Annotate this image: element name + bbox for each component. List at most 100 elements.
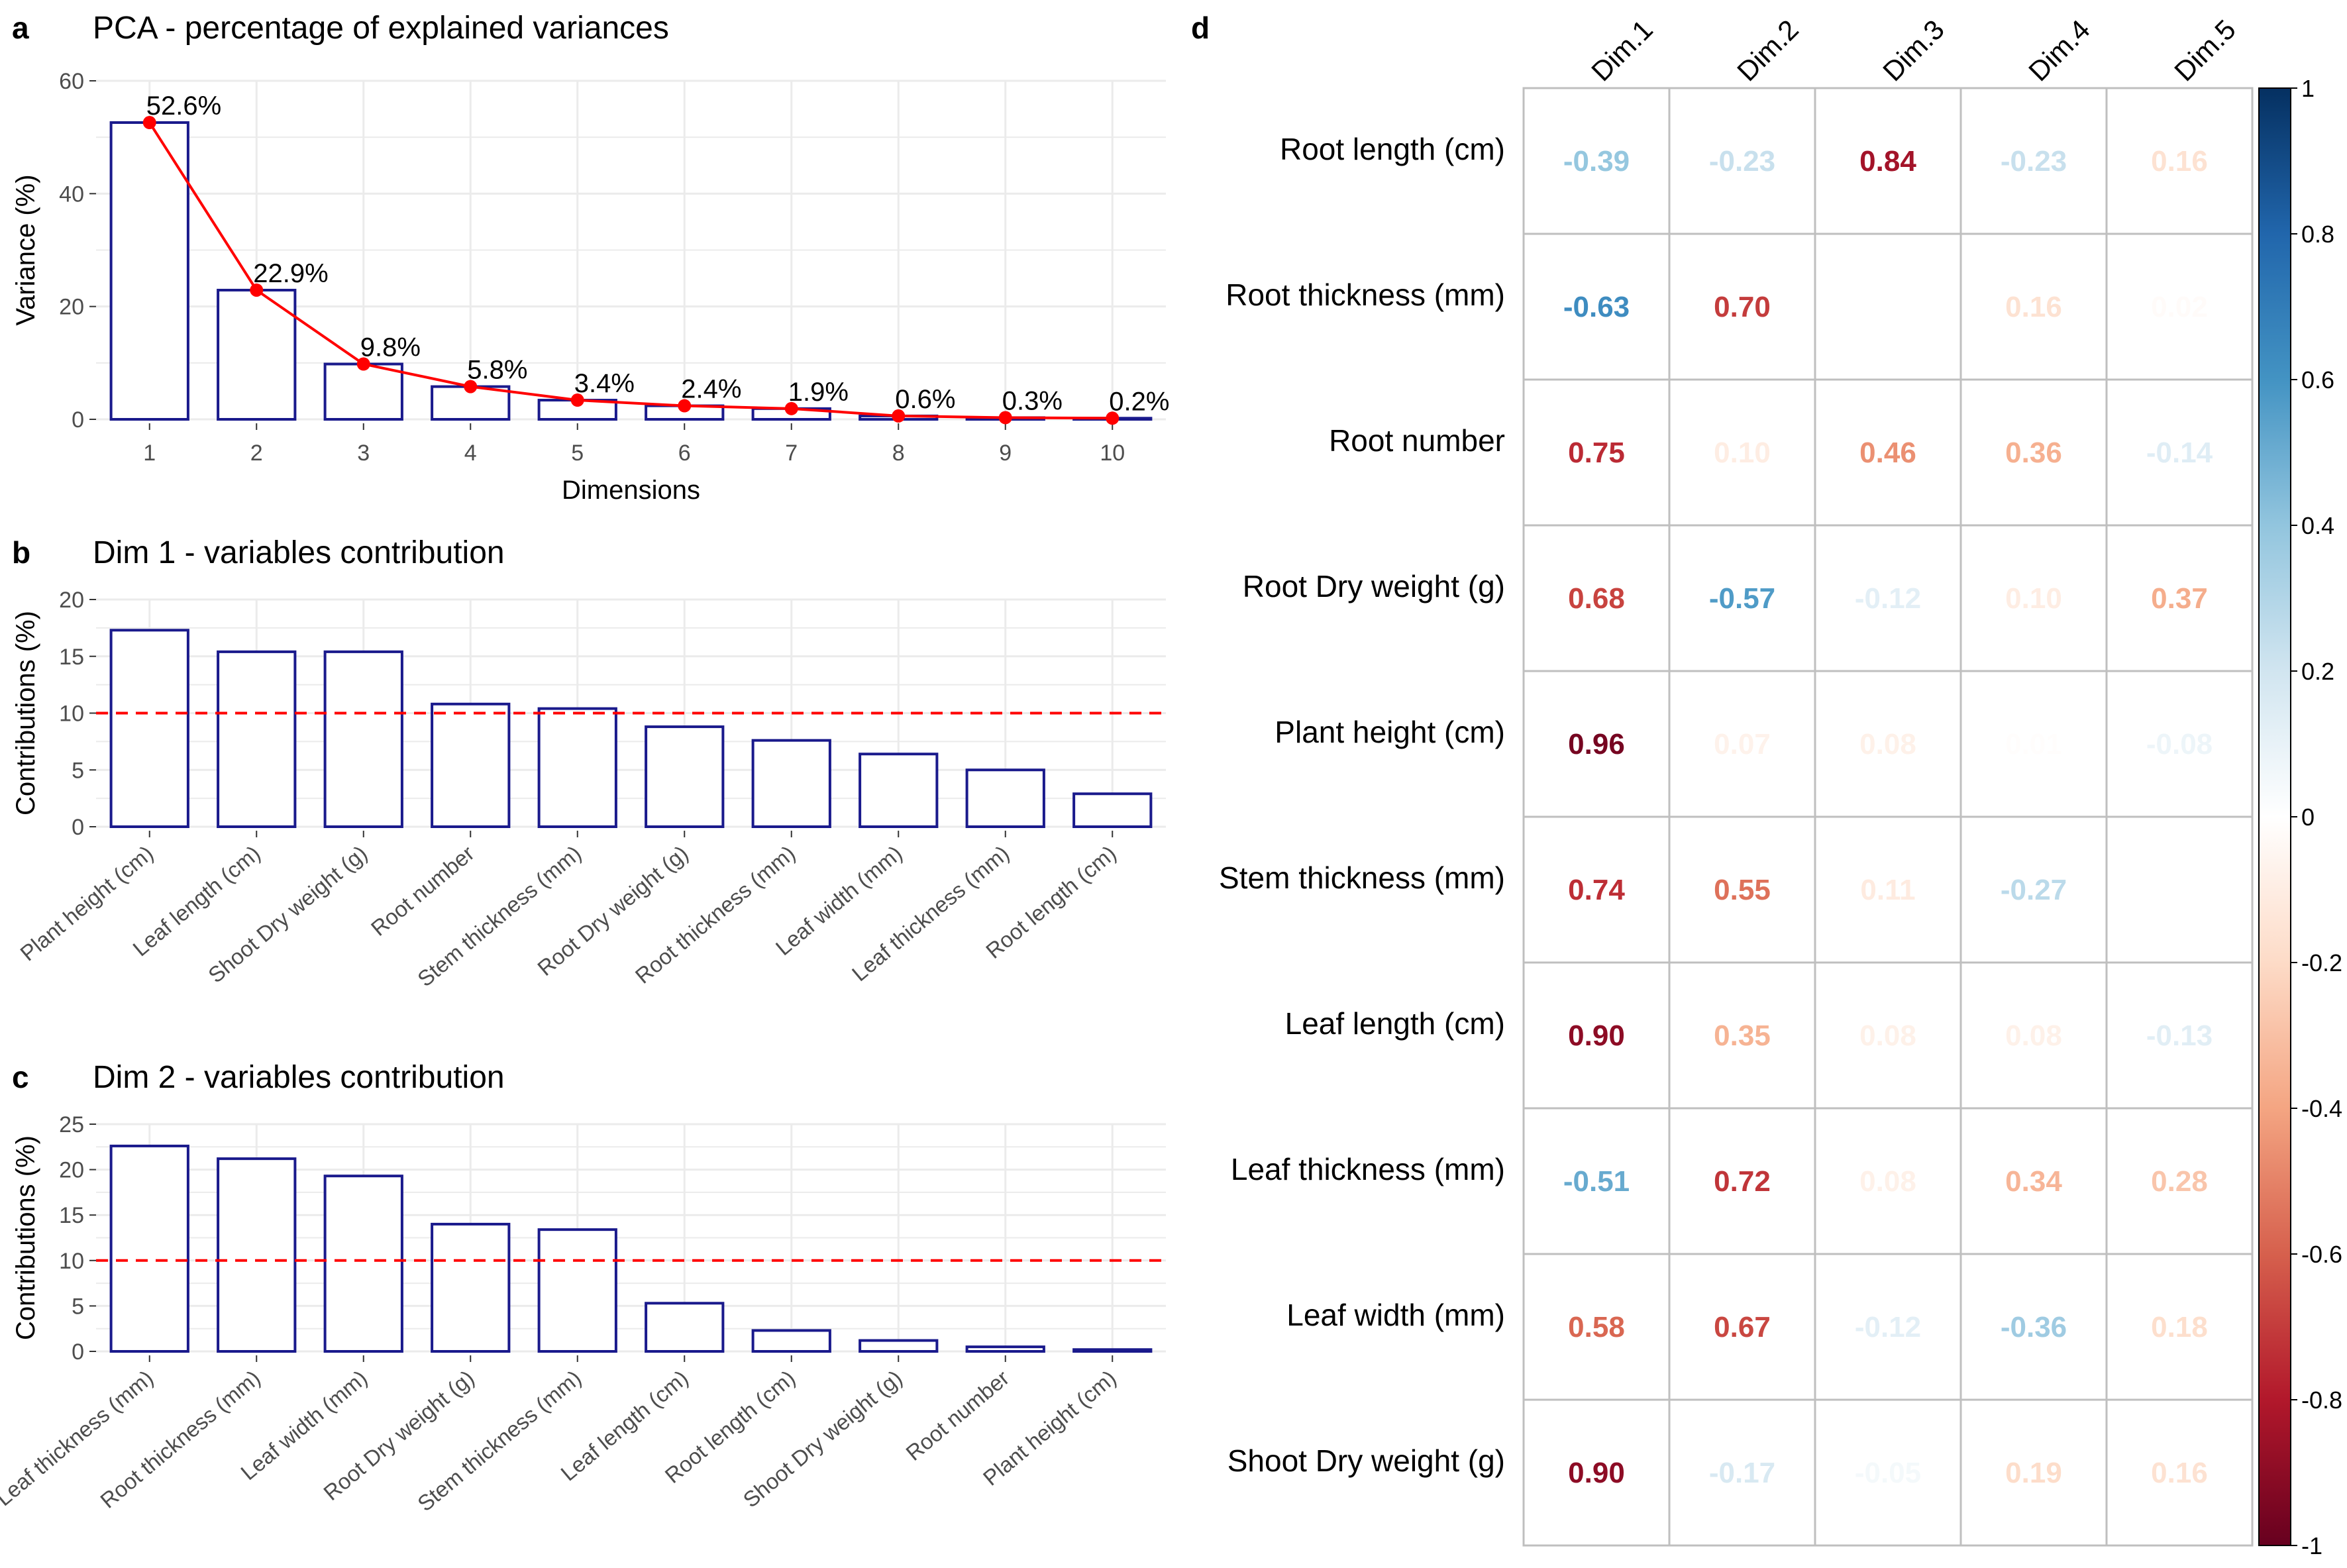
correlation-value: -0.13: [2146, 1019, 2213, 1052]
data-label: 3.4%: [574, 369, 635, 398]
matrix-row-label: Leaf width (mm): [1286, 1298, 1505, 1332]
matrix-row-label: Root number: [1329, 423, 1505, 458]
correlation-value: 0.08: [1859, 1019, 1916, 1052]
x-tick-label: 10: [1100, 441, 1125, 466]
correlation-value: 0.02: [2151, 291, 2208, 323]
scree-point: [356, 357, 370, 371]
correlation-value: 0.37: [2151, 582, 2208, 615]
x-axis-title: Dimensions: [562, 476, 700, 505]
scree-point: [678, 399, 692, 413]
x-tick-label: 7: [785, 441, 798, 466]
x-tick-label: 3: [357, 441, 370, 466]
scree-plot: 0 20 40 60 1 2 3 4 5 6 7 8 9 10 52.6% 22.9% 9.8% 5.8% 3.4%…: [11, 69, 1169, 505]
bar: [537, 707, 617, 829]
colorbar-tick-label: -0.8: [2301, 1386, 2342, 1414]
correlation-value: -0.36: [2001, 1311, 2067, 1343]
bar: [217, 650, 297, 828]
y-tick-label: 0: [72, 407, 84, 433]
y-tick-label: 10: [59, 1249, 84, 1274]
correlation-value: 0.00: [1859, 291, 1916, 323]
correlation-value: 0.16: [2005, 291, 2062, 323]
correlation-value: -0.17: [1709, 1457, 1775, 1489]
y-tick-label: 60: [59, 69, 84, 94]
x-tick-label: 1: [143, 441, 156, 466]
matrix-row-label: Root Dry weight (g): [1243, 569, 1505, 603]
matrix-row-label: Leaf thickness (mm): [1231, 1152, 1505, 1186]
scree-point: [250, 283, 264, 297]
data-label: 52.6%: [146, 91, 221, 121]
matrix-column-label: Dim.2: [1731, 14, 1804, 87]
correlation-value: 0.08: [2005, 1019, 2062, 1052]
scree-point: [1106, 411, 1120, 425]
correlation-value: 0.70: [1714, 291, 1771, 323]
panel-a-letter: a: [12, 11, 29, 45]
y-tick-label: 0: [72, 1339, 84, 1365]
data-label: 5.8%: [467, 356, 527, 385]
x-tick-label: 2: [250, 441, 263, 466]
panel-c-letter: c: [12, 1060, 29, 1094]
correlation-value: 0.74: [1568, 874, 1625, 906]
y-tick-label: 15: [59, 1203, 84, 1228]
colorbar-tick-label: 0.2: [2301, 658, 2334, 685]
correlation-value: 0.90: [1568, 1019, 1625, 1052]
y-tick-label: 25: [59, 1112, 84, 1137]
x-tick-label: 4: [464, 441, 477, 466]
correlation-value: 0.96: [1568, 728, 1625, 760]
y-tick-label: 5: [72, 1294, 84, 1319]
correlation-value: 0.72: [1714, 1165, 1771, 1198]
bar: [323, 1175, 403, 1353]
x-tick-label: 5: [571, 441, 584, 466]
correlation-value: 0.19: [2005, 1457, 2062, 1489]
matrix-column-label: Dim.4: [2022, 14, 2096, 87]
bar: [109, 1144, 189, 1353]
bar: [859, 1339, 939, 1353]
colorbar-tick-label: -1: [2301, 1532, 2322, 1559]
correlation-value: 0.16: [2151, 1457, 2208, 1489]
scree-point: [570, 393, 584, 407]
data-label: 0.3%: [1002, 386, 1063, 415]
matrix-row-label: Stem thickness (mm): [1219, 861, 1505, 895]
correlation-value: 0.75: [1568, 437, 1625, 469]
scree-line: [148, 121, 1113, 420]
correlation-value: 0.58: [1568, 1311, 1625, 1343]
matrix-row-label: Plant height (cm): [1275, 715, 1505, 749]
y-tick-label: 10: [59, 702, 84, 727]
colorbar-tick-label: 1: [2301, 75, 2315, 102]
scree-point: [998, 411, 1012, 425]
colorbar-tick-label: -0.2: [2301, 949, 2342, 976]
x-tick-label: Root number: [366, 841, 479, 941]
y-tick-label: 20: [59, 295, 84, 320]
correlation-matrix: Dim.1 Dim.2 Dim.3 Dim.4 Dim.5 Root length (cm…: [1219, 14, 2342, 1559]
y-tick-label: 20: [59, 588, 84, 613]
colorbar: [2258, 87, 2291, 1546]
data-label: 0.2%: [1109, 387, 1169, 416]
y-tick-label: 15: [59, 645, 84, 670]
data-label: 9.8%: [360, 333, 421, 362]
panel-b-letter: b: [12, 535, 30, 570]
correlation-value: 0.01: [2005, 728, 2062, 760]
correlation-value: 0.36: [2005, 437, 2062, 469]
matrix-row-label: Leaf length (cm): [1285, 1006, 1505, 1041]
bar: [751, 739, 831, 829]
correlation-value: -0.27: [2001, 874, 2067, 906]
correlation-value: -0.39: [1563, 145, 1630, 178]
correlation-value: 0.68: [1568, 582, 1625, 615]
bar: [1072, 1348, 1153, 1353]
matrix-column-label: Dim.1: [1585, 14, 1659, 87]
y-axis-title: Variance (%): [11, 174, 40, 325]
colorbar-tick-label: 0.8: [2301, 221, 2334, 248]
y-tick-label: 5: [72, 758, 84, 783]
correlation-value: 0.07: [1714, 728, 1771, 760]
correlation-value: -0.12: [1855, 582, 1921, 615]
matrix-column-label: Dim.3: [1877, 14, 1950, 87]
correlation-value: -0.23: [2001, 145, 2067, 178]
bar: [217, 288, 297, 421]
x-tick-label: Root number: [901, 1365, 1014, 1465]
bar: [537, 1228, 617, 1353]
correlation-value: 0.16: [2151, 145, 2208, 178]
panel-d-letter: d: [1191, 11, 1210, 45]
correlation-value: 0.67: [1714, 1311, 1771, 1343]
bar: [751, 1329, 831, 1353]
